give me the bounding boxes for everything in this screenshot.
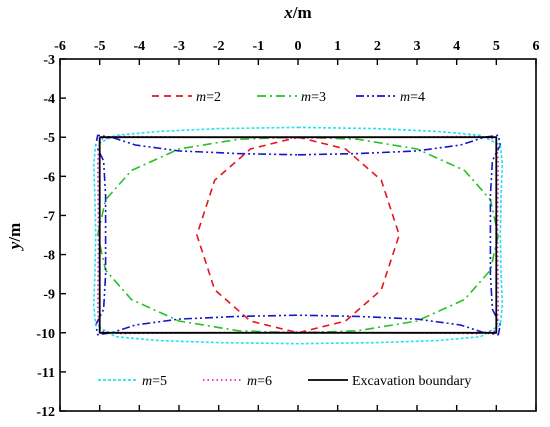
series-line-m-6 <box>96 135 500 335</box>
x-tick-label: 4 <box>453 39 460 54</box>
x-axis-title: x/m <box>283 3 311 22</box>
y-tick-label: -10 <box>36 327 55 342</box>
x-tick-label: 0 <box>295 39 302 54</box>
plot-frame <box>59 58 537 412</box>
legend: m=2 m=3 m=4 m=5 m=6 Excavation boundary <box>98 90 471 389</box>
x-tick-label: -4 <box>133 39 145 54</box>
legend-label: m=4 <box>400 90 425 105</box>
y-tick-label: -3 <box>43 53 55 68</box>
x-tick-label: -6 <box>54 39 66 54</box>
x-tick-label: 5 <box>493 39 500 54</box>
x-tick-label: 6 <box>533 39 540 54</box>
y-tick-label: -11 <box>37 366 55 381</box>
series-line-m-2 <box>196 136 400 334</box>
tick-labels: -6 -5 -4 -3 -2 -1 0 1 2 3 4 5 6-3-4-5-6-7-8-9-10-11-… <box>36 39 539 420</box>
x-tick-label: 3 <box>414 39 421 54</box>
ticks <box>59 58 537 412</box>
legend-label: m=3 <box>301 90 326 105</box>
y-tick-label: -4 <box>43 92 55 107</box>
y-tick-label: -6 <box>43 170 55 185</box>
legend-label: Excavation boundary <box>352 374 471 389</box>
legend-label: m=5 <box>142 374 167 389</box>
y-tick-label: -8 <box>43 249 55 264</box>
legend-label: m=6 <box>247 374 272 389</box>
y-axis-title: y/m <box>5 223 24 251</box>
x-tick-label: -5 <box>94 39 106 54</box>
series-group <box>92 126 504 345</box>
series-line-m-5 <box>92 126 504 345</box>
y-tick-label: -5 <box>43 131 55 146</box>
x-tick-label: 1 <box>334 39 341 54</box>
x-tick-label: -3 <box>173 39 185 54</box>
legend-label: m=2 <box>196 90 221 105</box>
series-line-m-3 <box>96 136 500 334</box>
x-tick-label: 2 <box>374 39 381 54</box>
y-tick-label: -7 <box>43 209 55 224</box>
series-line-excavation-boundary <box>98 136 498 334</box>
x-tick-label: -2 <box>213 39 225 54</box>
y-tick-label: -12 <box>36 405 55 420</box>
x-tick-label: -1 <box>252 39 264 54</box>
y-tick-label: -9 <box>43 288 55 303</box>
series-line-m-4 <box>94 134 502 336</box>
